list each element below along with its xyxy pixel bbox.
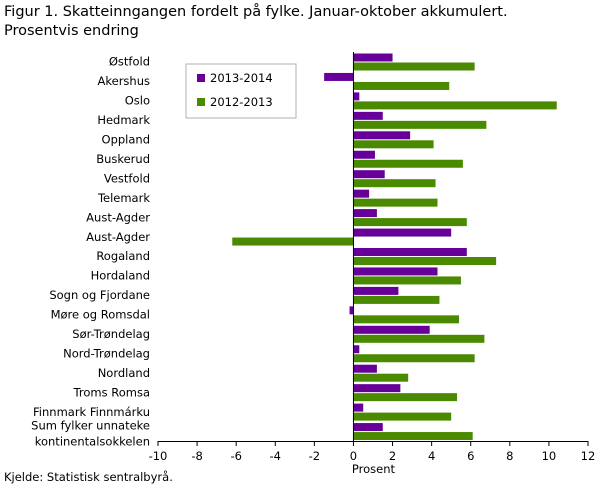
bar-2013-2014-14 — [353, 325, 430, 334]
bar-2012-2013-2 — [353, 101, 557, 110]
bar-2012-2013-12 — [353, 295, 440, 304]
x-tick-label--6: -6 — [230, 449, 241, 463]
bar-2013-2014-0 — [353, 53, 393, 62]
bar-2012-2013-7 — [353, 198, 438, 207]
legend-swatch-2012-2013 — [197, 98, 205, 106]
chart-title-line2: Prosentvis endring — [4, 23, 139, 39]
bar-2013-2014-16 — [353, 364, 377, 373]
bar-2013-2014-15 — [353, 345, 360, 354]
legend-label-2012-2013: 2012-2013 — [210, 95, 273, 109]
category-label-4: Oppland — [102, 133, 150, 147]
bar-2012-2013-14 — [353, 334, 485, 343]
bar-2013-2014-6 — [353, 170, 385, 179]
bar-2012-2013-6 — [353, 179, 436, 188]
bar-2012-2013-10 — [353, 257, 497, 265]
bar-2012-2013-15 — [353, 354, 475, 363]
x-tick-label-12: 12 — [581, 449, 596, 463]
x-tick-label-2: 2 — [389, 449, 396, 463]
bar-2012-2013-9 — [232, 237, 354, 246]
category-label-19-line1: kontinentalsokkelen — [35, 434, 150, 448]
bar-2013-2014-19 — [353, 423, 383, 432]
category-label-14: Sør-Trøndelag — [72, 327, 150, 341]
bar-2012-2013-19 — [353, 432, 473, 441]
category-label-8: Aust-Agder — [86, 210, 150, 224]
x-tick-label-6: 6 — [467, 449, 474, 463]
chart-title-line1: Figur 1. Skatteinngangen fordelt på fylk… — [4, 4, 508, 20]
bar-2012-2013-5 — [353, 159, 463, 168]
category-label-0: Østfold — [109, 55, 150, 69]
bar-2012-2013-0 — [353, 62, 475, 71]
x-tick-label-8: 8 — [506, 449, 513, 463]
legend: 2013-2014 2012-2013 — [185, 63, 297, 119]
bar-2013-2014-17 — [353, 384, 401, 393]
category-labels: Østfold Akershus Oslo Hedmark Oppland Buskeru… — [31, 55, 150, 449]
bar-2013-2014-4 — [353, 131, 411, 140]
category-label-18: Finnmark Finnmárku — [33, 405, 150, 419]
bar-2012-2013-8 — [353, 218, 467, 227]
bar-2013-2014-18 — [353, 403, 364, 412]
bar-2013-2014-5 — [353, 150, 375, 159]
x-tick-label--8: -8 — [191, 449, 202, 463]
x-tick-label--10: -10 — [149, 449, 168, 463]
category-label-19-line0: Sum fylker unnateke — [31, 418, 150, 432]
category-label-1: Akershus — [98, 74, 150, 88]
x-tick-label-4: 4 — [428, 449, 435, 463]
bar-2013-2014-2 — [353, 92, 360, 101]
x-axis-title: Prosent — [352, 462, 396, 476]
axis-layer: -10 -8 -6 -4 -2 0 2 4 6 8 10 12 Prosent — [149, 52, 596, 476]
legend-label-2013-2014: 2013-2014 — [210, 71, 273, 85]
category-label-10: Rogaland — [96, 249, 150, 263]
x-tick-label-0: 0 — [350, 449, 357, 463]
x-tick-label-10: 10 — [542, 449, 557, 463]
category-label-2: Oslo — [125, 94, 150, 108]
category-label-9: Aust-Agder — [86, 230, 150, 244]
category-label-5: Buskerud — [96, 152, 150, 166]
bar-2013-2014-1 — [324, 72, 354, 81]
bar-2012-2013-1 — [353, 81, 450, 90]
bar-2013-2014-3 — [353, 111, 383, 120]
legend-frame — [185, 63, 297, 119]
category-label-6: Vestfold — [104, 171, 150, 185]
bar-2013-2014-8 — [353, 209, 377, 218]
category-label-17: Troms Romsa — [73, 385, 150, 399]
source-note: Kjelde: Statistisk sentralbyrå. — [4, 470, 173, 484]
bar-2013-2014-13 — [349, 306, 354, 315]
x-tick-label--2: -2 — [309, 449, 320, 463]
bar-2012-2013-4 — [353, 140, 434, 149]
x-tick-label--4: -4 — [270, 449, 281, 463]
legend-swatch-2013-2014 — [197, 74, 205, 82]
bar-2012-2013-16 — [353, 373, 409, 382]
bar-2013-2014-7 — [353, 189, 370, 198]
category-label-13: Møre og Romsdal — [51, 308, 150, 322]
chart-title: Figur 1. Skatteinngangen fordelt på fylk… — [4, 3, 604, 41]
category-label-3: Hedmark — [97, 113, 150, 127]
bar-2013-2014-11 — [353, 267, 438, 276]
category-label-11: Hordaland — [91, 269, 150, 283]
bar-2012-2013-11 — [353, 276, 461, 285]
bar-2012-2013-18 — [353, 412, 452, 421]
category-label-7: Telemark — [97, 191, 150, 205]
bars-layer — [232, 53, 557, 441]
bar-2013-2014-10 — [353, 248, 467, 256]
bar-2012-2013-17 — [353, 393, 458, 402]
category-label-12: Sogn og Fjordane — [49, 288, 150, 302]
bar-2012-2013-3 — [353, 120, 487, 129]
bar-2012-2013-13 — [353, 315, 459, 324]
category-label-15: Nord-Trøndelag — [63, 346, 150, 360]
bar-2013-2014-12 — [353, 286, 399, 295]
category-label-16: Nordland — [98, 366, 150, 380]
bar-2013-2014-9 — [353, 228, 452, 237]
